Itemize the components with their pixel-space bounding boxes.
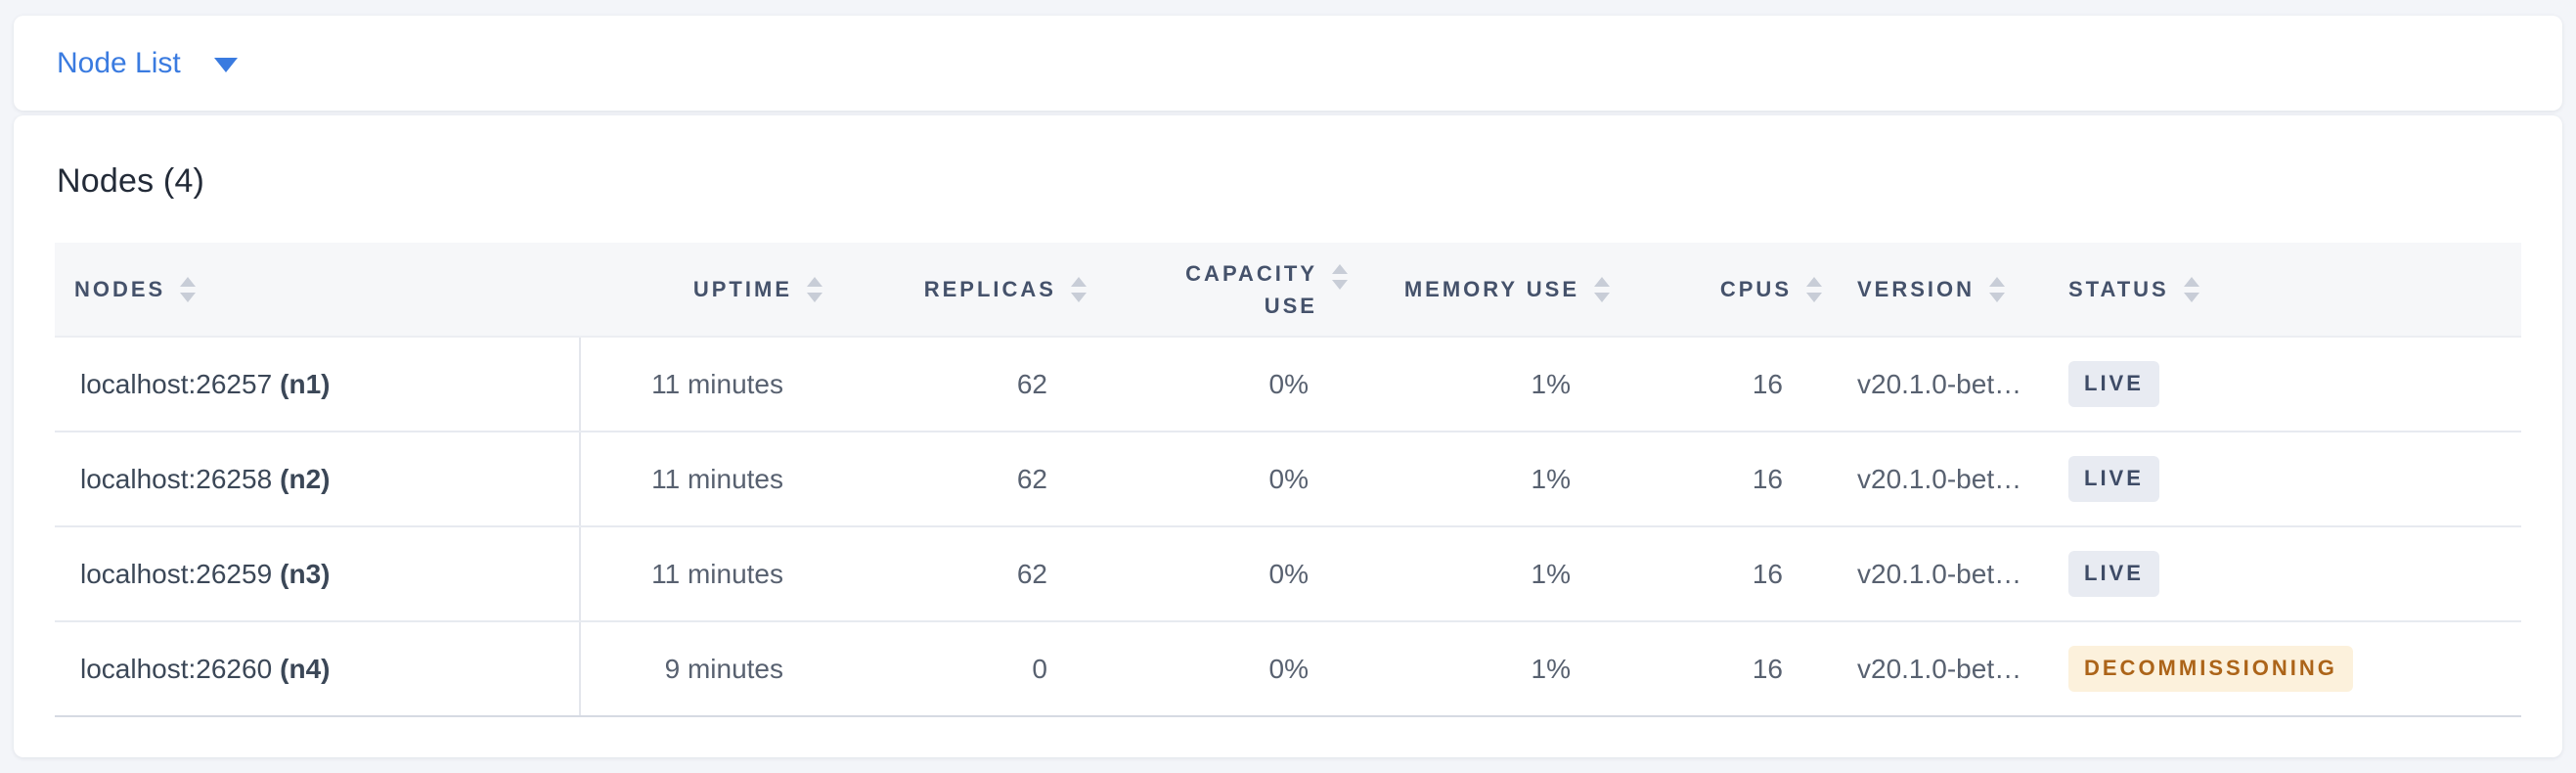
node-address-cell: localhost:26258 (n2)	[55, 432, 581, 527]
sort-icon[interactable]	[807, 276, 822, 302]
cpus-cell: 16	[1610, 526, 1822, 622]
column-header-status[interactable]: STATUS	[2045, 243, 2521, 338]
replicas-cell: 0	[822, 621, 1087, 717]
chevron-down-icon	[213, 58, 238, 72]
version-cell: v20.1.0-bet…	[1822, 621, 2045, 717]
node-id: (n3)	[280, 558, 331, 589]
memory-use-cell: 1%	[1348, 432, 1610, 527]
cpus-cell: 16	[1610, 621, 1822, 717]
view-selector-card: Node List	[14, 16, 2562, 111]
sort-icon[interactable]	[1332, 263, 1348, 290]
nodes-table: NODES UPTIME REPLICAS	[55, 243, 2521, 717]
status-badge: LIVE	[2068, 551, 2159, 597]
node-id: (n2)	[280, 463, 331, 494]
status-cell: LIVE	[2045, 337, 2521, 432]
capacity-use-cell: 0%	[1087, 526, 1348, 622]
memory-use-cell: 1%	[1348, 337, 1610, 432]
table-row: localhost:26257 (n1) 11 minutes 62 0% 1% …	[55, 337, 2521, 432]
column-header-label: NODES	[74, 276, 166, 301]
status-cell: LIVE	[2045, 432, 2521, 527]
node-address-cell: localhost:26259 (n3)	[55, 526, 581, 622]
table-row: localhost:26260 (n4) 9 minutes 0 0% 1% 16…	[55, 621, 2521, 717]
view-selector-label: Node List	[57, 46, 181, 79]
version-cell: v20.1.0-bet…	[1822, 526, 2045, 622]
status-cell: DECOMMISSIONING	[2045, 621, 2521, 717]
version-cell: v20.1.0-bet…	[1822, 337, 2045, 432]
cpus-cell: 16	[1610, 432, 1822, 527]
view-selector-dropdown[interactable]: Node List	[57, 47, 238, 80]
column-header-replicas[interactable]: REPLICAS	[822, 243, 1087, 338]
status-cell: LIVE	[2045, 526, 2521, 622]
page-title: Nodes (4)	[57, 162, 205, 200]
column-header-label: REPLICAS	[923, 276, 1056, 301]
uptime-cell: 9 minutes	[580, 621, 822, 717]
capacity-use-cell: 0%	[1087, 621, 1348, 717]
memory-use-cell: 1%	[1348, 621, 1610, 717]
table-header-row: NODES UPTIME REPLICAS	[55, 243, 2521, 338]
sort-icon[interactable]	[180, 276, 197, 302]
capacity-use-cell: 0%	[1087, 337, 1348, 432]
status-badge: DECOMMISSIONING	[2068, 646, 2353, 692]
sort-icon[interactable]	[1806, 276, 1822, 302]
node-address-cell: localhost:26257 (n1)	[55, 337, 581, 432]
replicas-cell: 62	[822, 432, 1087, 527]
node-id: (n4)	[280, 653, 331, 684]
node-address: localhost:26258	[80, 463, 273, 494]
cpus-cell: 16	[1610, 337, 1822, 432]
uptime-cell: 11 minutes	[580, 337, 822, 432]
node-address: localhost:26260	[80, 653, 273, 684]
sort-icon[interactable]	[1989, 276, 2006, 302]
replicas-cell: 62	[822, 526, 1087, 622]
replicas-cell: 62	[822, 337, 1087, 432]
column-header-label: CPUS	[1719, 276, 1792, 301]
node-id: (n1)	[280, 368, 331, 399]
version-cell: v20.1.0-bet…	[1822, 432, 2045, 527]
column-header-uptime[interactable]: UPTIME	[580, 243, 822, 338]
column-header-label: VERSION	[1857, 276, 1976, 301]
status-badge: LIVE	[2068, 361, 2159, 407]
node-address: localhost:26257	[80, 368, 273, 399]
status-badge: LIVE	[2068, 456, 2159, 502]
uptime-cell: 11 minutes	[580, 432, 822, 527]
column-header-label: UPTIME	[692, 276, 792, 301]
capacity-use-cell: 0%	[1087, 432, 1348, 527]
column-header-nodes[interactable]: NODES	[55, 243, 580, 338]
node-address-cell: localhost:26260 (n4)	[55, 621, 581, 717]
table-row: localhost:26259 (n3) 11 minutes 62 0% 1% …	[55, 526, 2521, 622]
column-header-label: STATUS	[2068, 276, 2169, 301]
page: Node List Nodes (4) NODES	[14, 16, 2562, 757]
nodes-panel: Nodes (4) NODES UPTIME	[14, 115, 2562, 757]
uptime-cell: 11 minutes	[580, 526, 822, 622]
column-header-label: MEMORY USE	[1403, 276, 1579, 301]
sort-icon[interactable]	[1071, 276, 1087, 302]
sort-icon[interactable]	[1594, 276, 1610, 302]
column-header-version[interactable]: VERSION	[1822, 243, 2045, 338]
sort-icon[interactable]	[2183, 276, 2199, 302]
column-header-memory-use[interactable]: MEMORY USE	[1348, 243, 1610, 338]
column-header-label: CAPACITY USE	[1185, 260, 1317, 318]
memory-use-cell: 1%	[1348, 526, 1610, 622]
column-header-cpus[interactable]: CPUS	[1610, 243, 1822, 338]
node-address: localhost:26259	[80, 558, 273, 589]
column-header-capacity-use[interactable]: CAPACITY USE	[1087, 243, 1348, 338]
table-row: localhost:26258 (n2) 11 minutes 62 0% 1% …	[55, 432, 2521, 527]
